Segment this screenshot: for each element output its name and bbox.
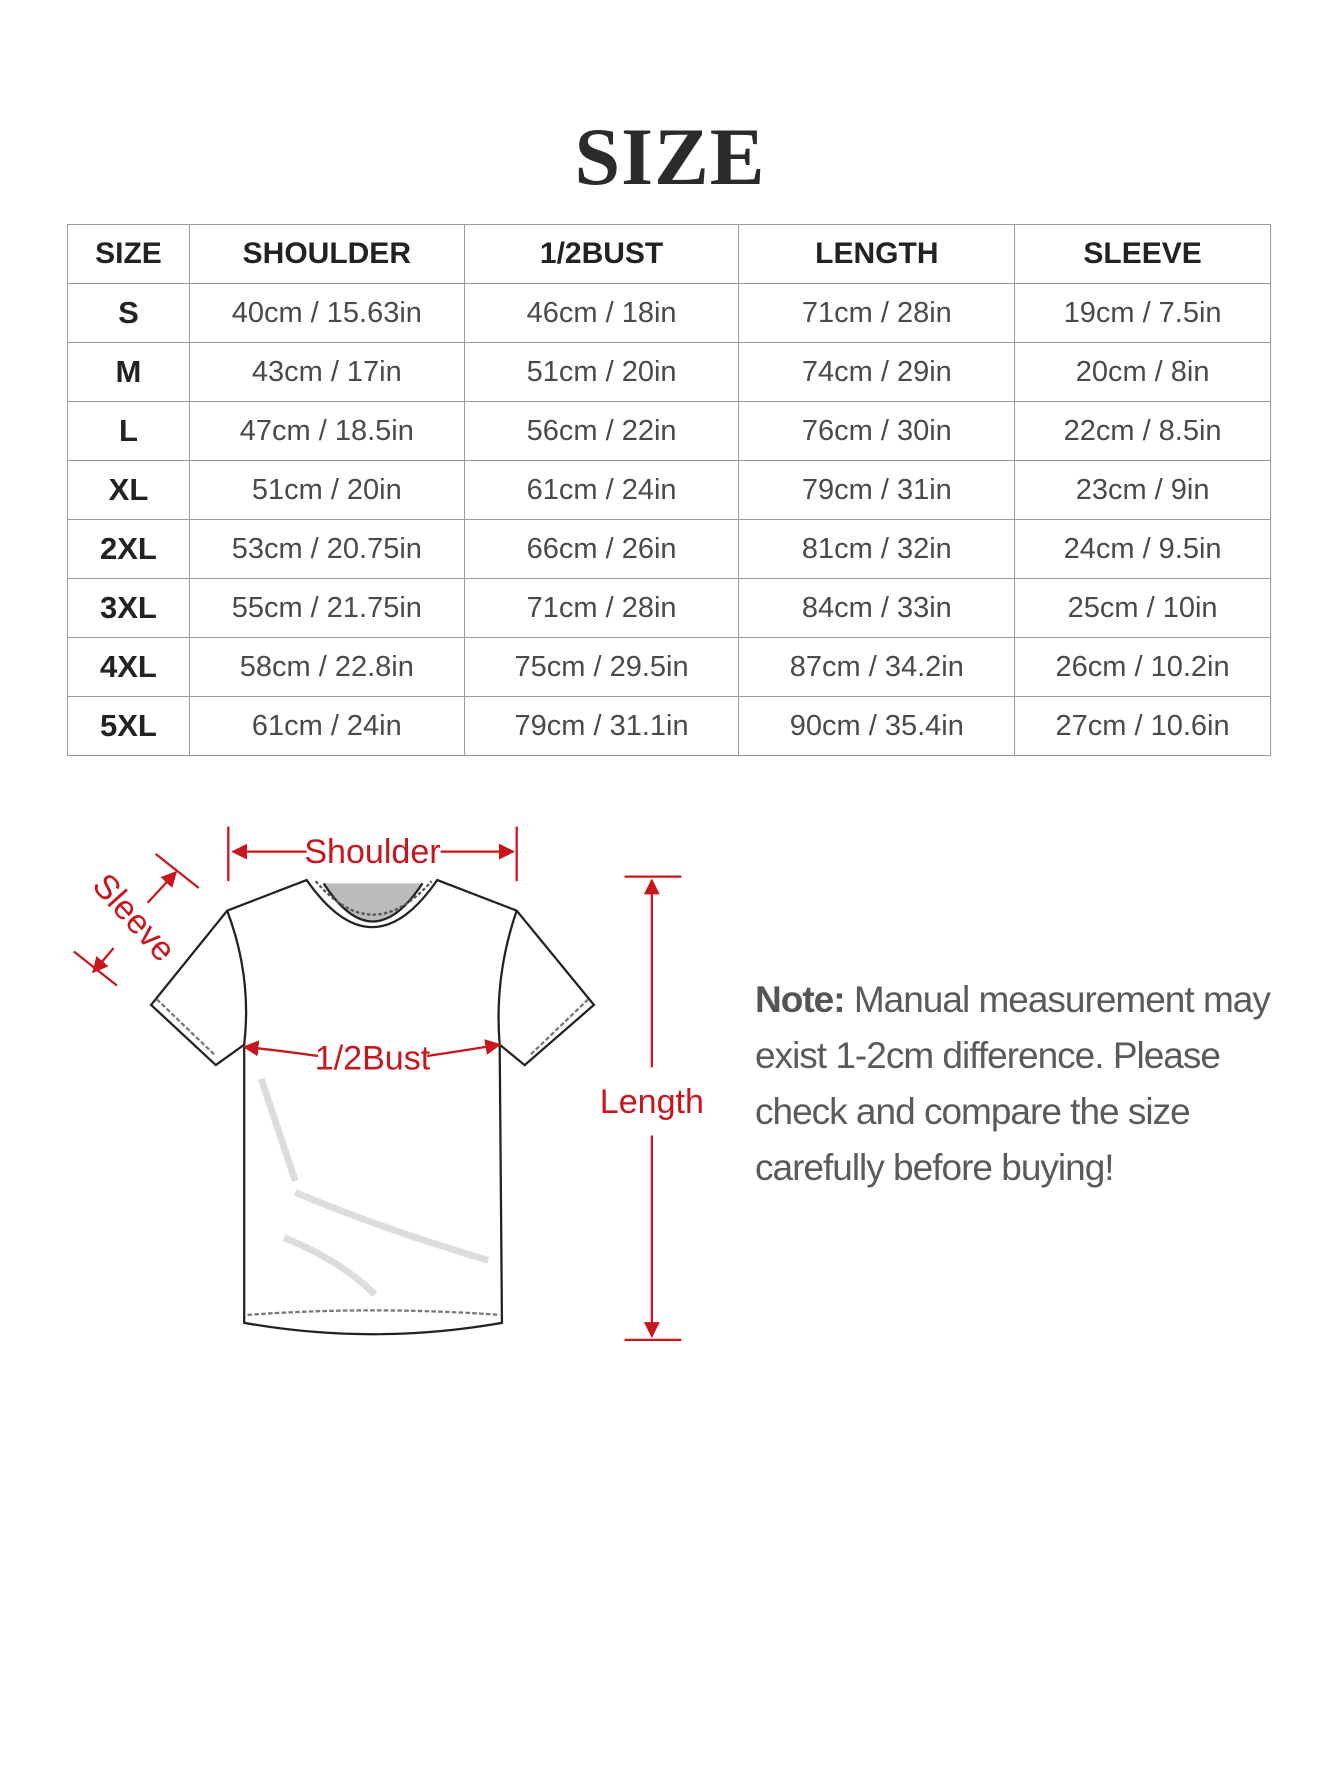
table-row: S 40cm / 15.63in 46cm / 18in 71cm / 28in 19c… [67,283,1271,343]
measurement-cell: 53cm / 20.75in [188,519,465,579]
size-cell: L [67,401,190,461]
tshirt-icon [149,878,596,1336]
measurement-cell: 71cm / 28in [463,578,740,638]
measurement-cell: 51cm / 20in [188,460,465,520]
size-cell: 2XL [67,519,190,579]
measurement-cell: 90cm / 35.4in [738,696,1016,756]
measurement-cell: 66cm / 26in [463,519,740,579]
table-row: M 43cm / 17in 51cm / 20in 74cm / 29in 20cm /… [67,342,1271,402]
note-body: Manual measurement may exist 1-2cm diffe… [755,979,1271,1188]
table-row: 5XL 61cm / 24in 79cm / 31.1in 90cm / 35.4in… [67,696,1271,756]
length-label: Length [600,1083,704,1121]
measurement-cell: 58cm / 22.8in [188,637,465,697]
measurement-cell: 23cm / 9in [1014,460,1271,520]
table-row: XL 51cm / 20in 61cm / 24in 79cm / 31in 23cm … [67,460,1271,520]
measurement-cell: 61cm / 24in [463,460,740,520]
measurement-cell: 25cm / 10in [1014,578,1271,638]
measurement-cell: 27cm / 10.6in [1014,696,1271,756]
column-header: LENGTH [738,224,1016,284]
measurement-cell: 26cm / 10.2in [1014,637,1271,697]
note-label: Note: [755,979,846,1020]
table-row: 2XL 53cm / 20.75in 66cm / 26in 81cm / 32in 2… [67,519,1271,579]
bust-label: 1/2Bust [315,1040,431,1078]
measurement-cell: 84cm / 33in [738,578,1016,638]
size-cell: 5XL [67,696,190,756]
table-row: L 47cm / 18.5in 56cm / 22in 76cm / 30in 22cm… [67,401,1271,461]
measurement-cell: 75cm / 29.5in [463,637,740,697]
table-row: 3XL 55cm / 21.75in 71cm / 28in 84cm / 33in 2… [67,578,1271,638]
table-header-row: SIZE SHOULDER 1/2BUST LENGTH SLEEVE [67,224,1271,284]
column-header: SIZE [67,224,190,284]
column-header: 1/2BUST [463,224,740,284]
measurement-cell: 56cm / 22in [463,401,740,461]
measurement-cell: 46cm / 18in [463,283,740,343]
measurement-cell: 76cm / 30in [738,401,1016,461]
measurement-cell: 81cm / 32in [738,519,1016,579]
measurement-cell: 79cm / 31in [738,460,1016,520]
measurement-cell: 24cm / 9.5in [1014,519,1271,579]
measurement-cell: 20cm / 8in [1014,342,1271,402]
size-table: SIZE SHOULDER 1/2BUST LENGTH SLEEVE S 40cm / … [67,224,1271,756]
column-header: SLEEVE [1014,224,1271,284]
shoulder-label: Shoulder [304,833,440,871]
measurement-lines [73,826,682,1342]
note-text: Note: Manual measurement may exist 1-2cm… [755,972,1315,1196]
size-cell: 4XL [67,637,190,697]
size-cell: S [67,283,190,343]
measurement-cell: 55cm / 21.75in [188,578,465,638]
measurement-cell: 47cm / 18.5in [188,401,465,461]
measurement-cell: 43cm / 17in [188,342,465,402]
measurement-cell: 74cm / 29in [738,342,1016,402]
measurement-cell: 79cm / 31.1in [463,696,740,756]
size-cell: M [67,342,190,402]
page-title: SIZE [574,111,766,202]
size-cell: 3XL [67,578,190,638]
measurement-cell: 22cm / 8.5in [1014,401,1271,461]
measurement-cell: 40cm / 15.63in [188,283,465,343]
measurement-cell: 19cm / 7.5in [1014,283,1271,343]
measurement-cell: 61cm / 24in [188,696,465,756]
measurement-cell: 51cm / 20in [463,342,740,402]
